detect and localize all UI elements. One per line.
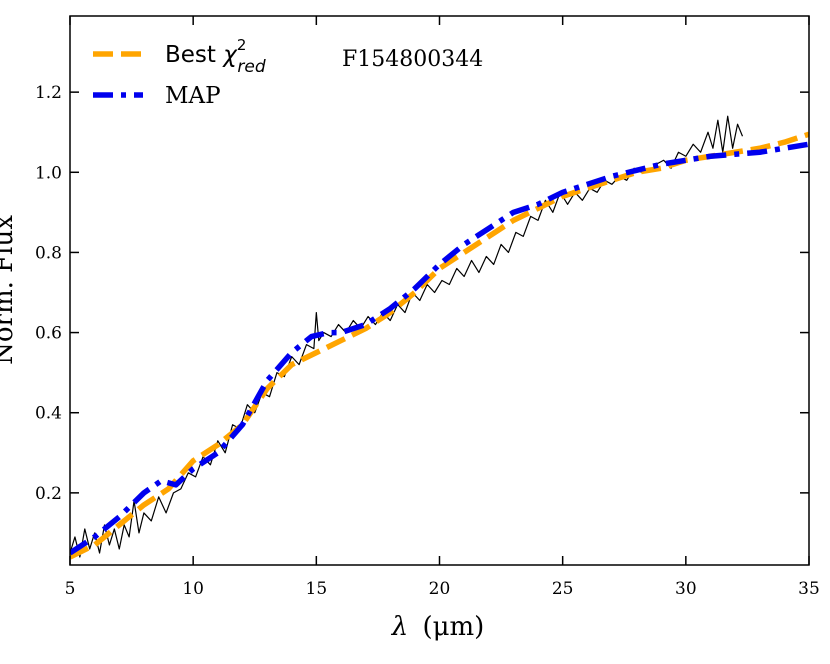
- legend-label-map: MAP: [165, 83, 221, 109]
- x-axis-unit: (μm): [422, 612, 484, 642]
- legend-label-best: Best χ2 red: [165, 36, 266, 77]
- x-tick-label: 20: [429, 579, 451, 599]
- series-line-map: [70, 141, 809, 556]
- x-tick-label: 15: [306, 579, 328, 599]
- series-line-best: [70, 131, 809, 560]
- y-tick-label: 0.2: [35, 484, 62, 504]
- x-tick-label: 35: [798, 579, 820, 599]
- y-tick-label: 1.2: [35, 83, 62, 103]
- x-tick-label: 5: [65, 579, 76, 599]
- x-tick-label: 10: [182, 579, 204, 599]
- annotation-label: F154800344: [342, 47, 483, 72]
- y-axis-label: Norm. Flux: [0, 215, 19, 365]
- y-tick-label: 1.0: [35, 163, 62, 183]
- y-tick-label: 0.4: [35, 404, 62, 424]
- x-axis-symbol: λ: [391, 612, 408, 642]
- legend: Best χ2 red MAP: [93, 36, 266, 109]
- series-line-observed: [70, 115, 744, 558]
- ticks-layer: 5 10 15 20 25 30 35 0.2 0.4 0.6 0.8 1.0 1.2: [35, 16, 820, 599]
- x-tick-label: 25: [552, 579, 574, 599]
- y-tick-label: 0.6: [35, 324, 62, 344]
- series-layer: [70, 115, 809, 560]
- x-tick-label: 30: [675, 579, 697, 599]
- x-axis-label: λ (μm): [391, 612, 485, 642]
- y-tick-label: 0.8: [35, 243, 62, 263]
